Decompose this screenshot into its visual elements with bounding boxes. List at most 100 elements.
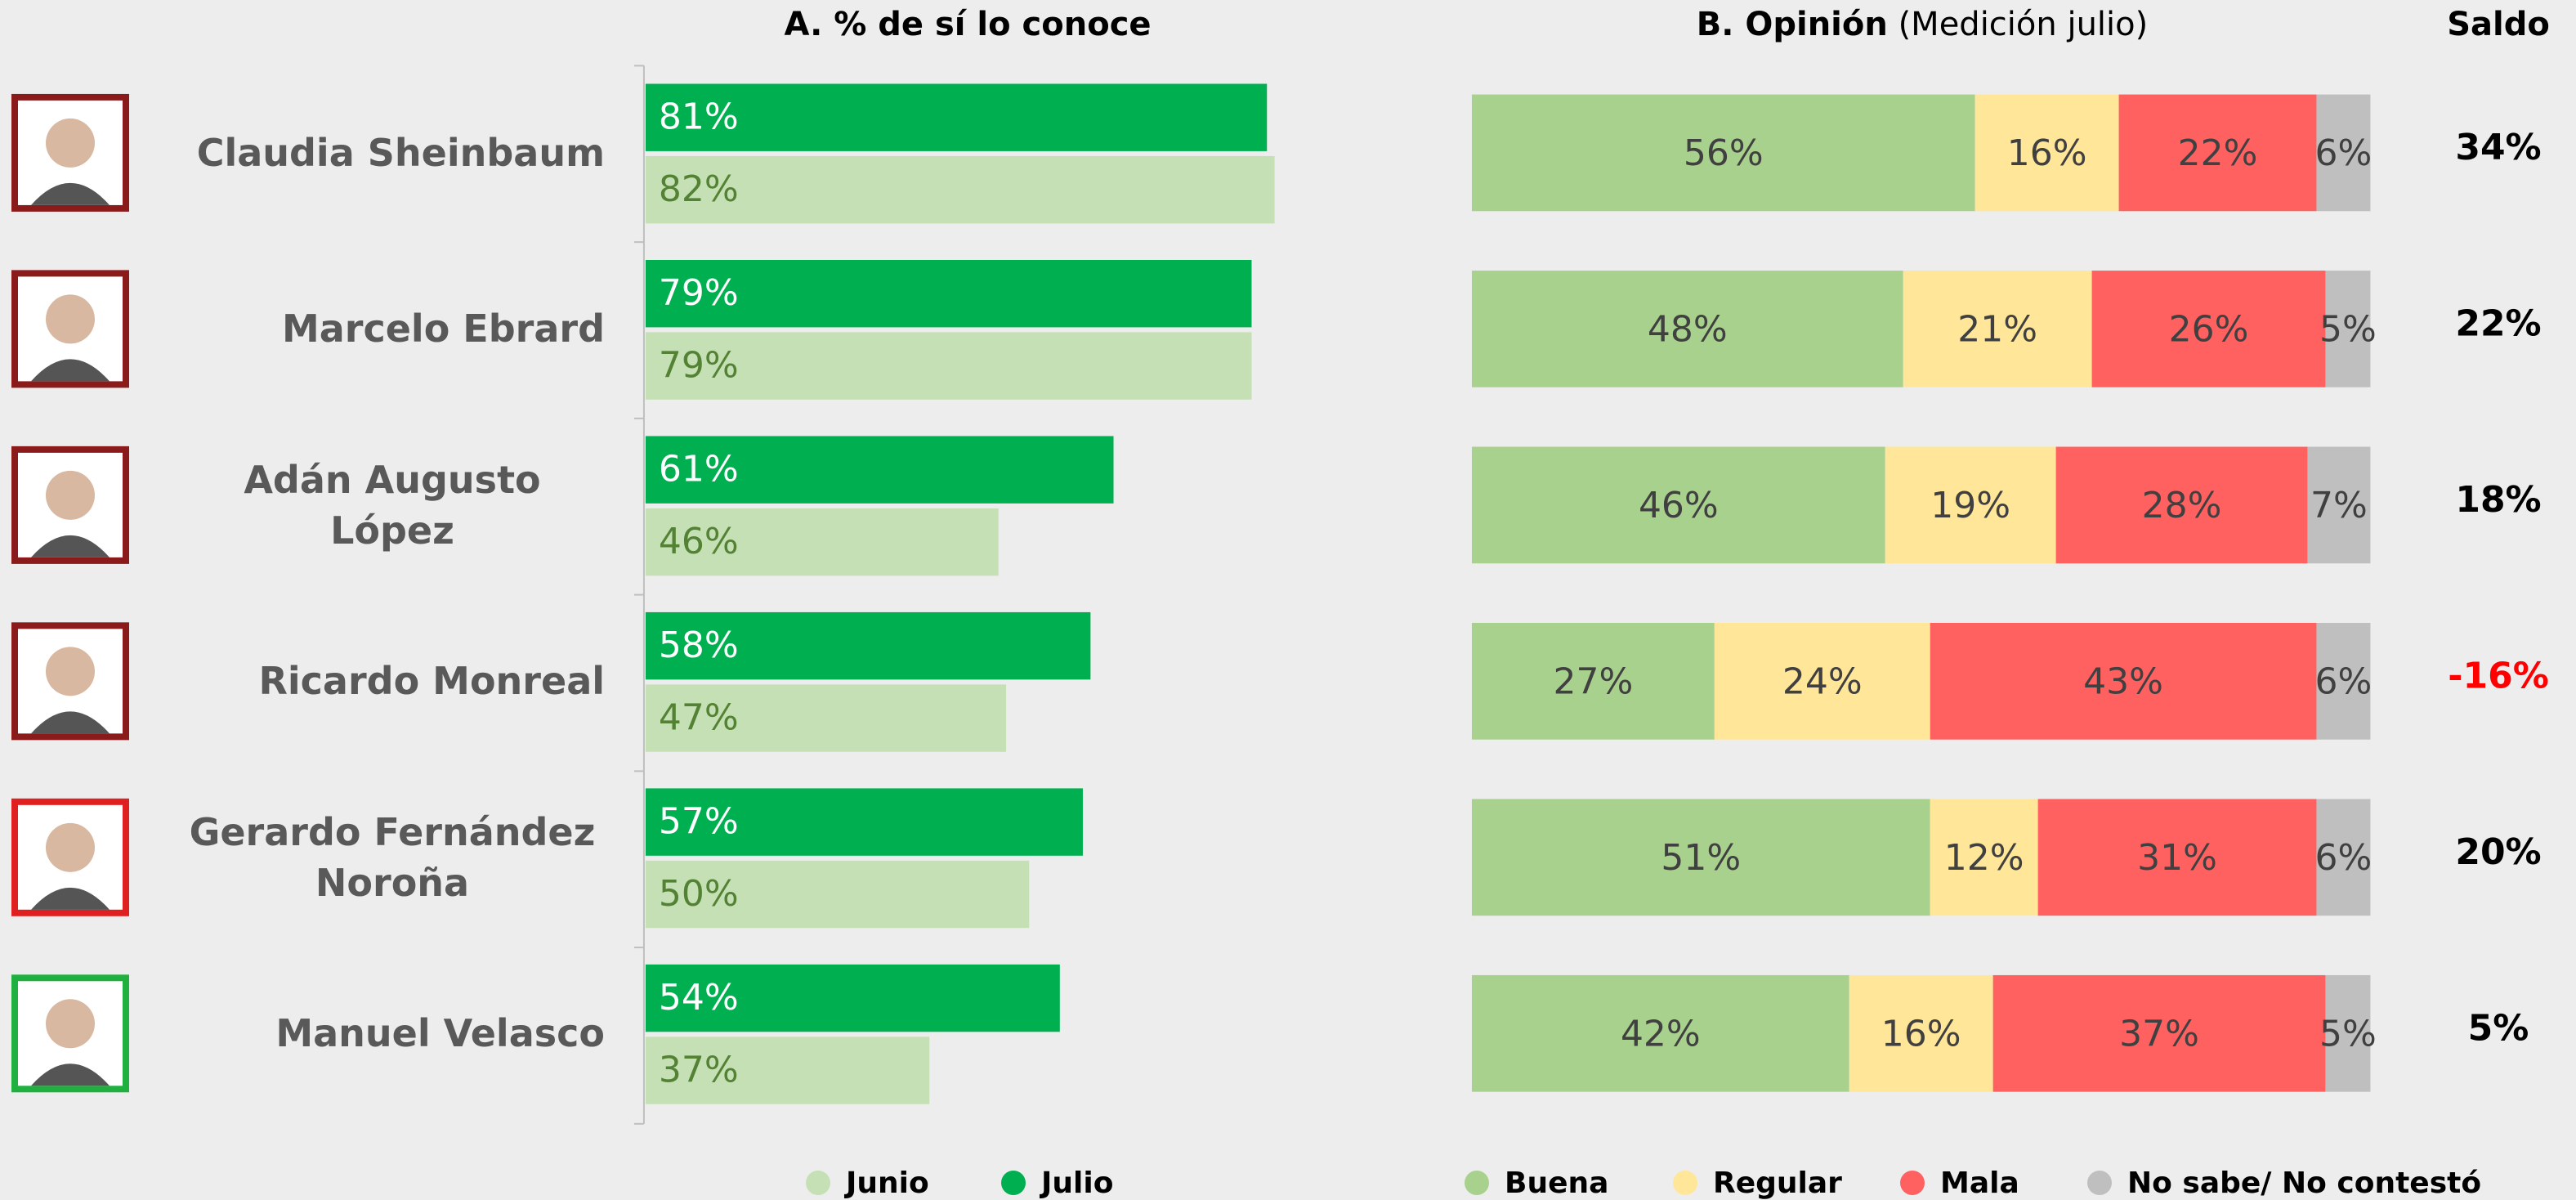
bar-segment (1992, 974, 2326, 1092)
value-label: 58% (659, 625, 739, 666)
title-text: B. Opinión (1697, 6, 1888, 43)
subtitle: (Medición julio) (1898, 6, 2149, 43)
value-label: 37% (659, 1050, 739, 1091)
bar (645, 611, 1091, 680)
bar-segment (2325, 974, 2371, 1092)
value-label: 48% (1648, 308, 1728, 350)
saldo-value: 18% (2455, 479, 2541, 521)
bar-segment (2091, 271, 2326, 387)
value-label: 47% (659, 697, 739, 739)
bar (645, 155, 1275, 224)
bar-segment (1471, 446, 1885, 564)
avatar (11, 974, 129, 1093)
avatar-body (31, 1063, 110, 1086)
value-label: 6% (2315, 660, 2373, 702)
avatar-body (31, 535, 110, 557)
bar (645, 436, 1114, 504)
avatar (11, 798, 129, 916)
legend-label: Junio (843, 1166, 929, 1200)
category-label: Gerardo Fernández Noroña (114, 807, 605, 908)
bar (645, 788, 1083, 856)
value-label: 37% (2119, 1013, 2199, 1054)
avatar-head (46, 294, 95, 344)
value-label: 24% (1782, 660, 1863, 702)
legend-label: Regular (1713, 1166, 1842, 1200)
title-text: A. % de sí lo conoce (784, 6, 1151, 43)
saldo-value: 5% (2468, 1007, 2529, 1049)
bar (645, 259, 1252, 328)
bar-segment (1930, 622, 2317, 740)
bar-segment (2307, 446, 2371, 564)
avatar-head (46, 822, 95, 872)
bar (645, 332, 1252, 400)
value-label: 7% (2310, 485, 2368, 526)
saldo-value: 20% (2455, 831, 2541, 873)
category-label: Ricardo Monreal (114, 656, 605, 706)
legend-marker (1900, 1171, 1925, 1195)
legend-label: No sabe/ No contestó (2127, 1166, 2481, 1200)
bar (645, 964, 1060, 1032)
bar-segment (2055, 446, 2308, 564)
bar-segment (1471, 622, 1715, 740)
value-label: 46% (1639, 485, 1719, 526)
legend-marker (806, 1171, 830, 1195)
value-label: 79% (659, 272, 739, 314)
value-label: 56% (1684, 132, 1764, 174)
legend-label: Mala (1940, 1166, 2019, 1200)
value-label: 50% (659, 873, 739, 915)
category-text: Claudia Sheinbaum (196, 130, 605, 175)
avatar-head (46, 118, 95, 168)
value-label: 5% (2319, 308, 2377, 350)
category-label: Manuel Velasco (114, 1008, 605, 1059)
legend-marker (1001, 1171, 1026, 1195)
value-label: 6% (2315, 837, 2373, 879)
bar-segment (2118, 94, 2317, 212)
value-label: 5% (2319, 1013, 2377, 1054)
chart-title: B. Opinión (Medición julio) (1697, 6, 2148, 43)
legend-label: Julio (1039, 1166, 1113, 1200)
bar-segment (1885, 446, 2056, 564)
value-label: 16% (1881, 1013, 1961, 1054)
value-label: 51% (1661, 837, 1741, 879)
bar-segment (1903, 271, 2092, 387)
legend-marker (1465, 1171, 1489, 1195)
chart-title: A. % de sí lo conoce (784, 6, 1151, 43)
value-label: 12% (1944, 837, 2024, 879)
value-label: 26% (2169, 308, 2249, 350)
bar (645, 684, 1007, 752)
value-label: 42% (1621, 1013, 1701, 1054)
bar-segment (1471, 974, 1849, 1092)
avatar (11, 93, 129, 212)
value-label: 6% (2315, 132, 2373, 174)
value-label: 16% (2007, 132, 2087, 174)
bar-segment (2037, 799, 2317, 916)
avatar-head (46, 470, 95, 520)
category-label: Claudia Sheinbaum (114, 128, 605, 178)
bar-segment (1714, 622, 1930, 740)
value-label: 82% (659, 168, 739, 210)
avatar-body (31, 887, 110, 910)
avatar-head (46, 647, 95, 696)
value-label: 79% (659, 345, 739, 387)
bar (645, 508, 999, 576)
value-label: 61% (659, 449, 739, 490)
value-label: 22% (2178, 132, 2258, 174)
category-label: Marcelo Ebrard (114, 303, 605, 354)
avatar (11, 446, 129, 564)
legend-marker (1673, 1171, 1697, 1195)
saldo-value: -16% (2448, 655, 2549, 696)
value-label: 81% (659, 96, 739, 138)
bar-segment (1471, 271, 1903, 387)
bar (645, 83, 1268, 151)
bar-segment (2316, 799, 2371, 916)
legend-marker (2087, 1171, 2112, 1195)
category-text: Marcelo Ebrard (281, 307, 605, 351)
bar-segment (2316, 94, 2371, 212)
avatar-body (31, 359, 110, 382)
bar (645, 1037, 930, 1104)
value-label: 54% (659, 977, 739, 1019)
saldo-value: 34% (2455, 127, 2541, 168)
avatar (11, 622, 129, 741)
